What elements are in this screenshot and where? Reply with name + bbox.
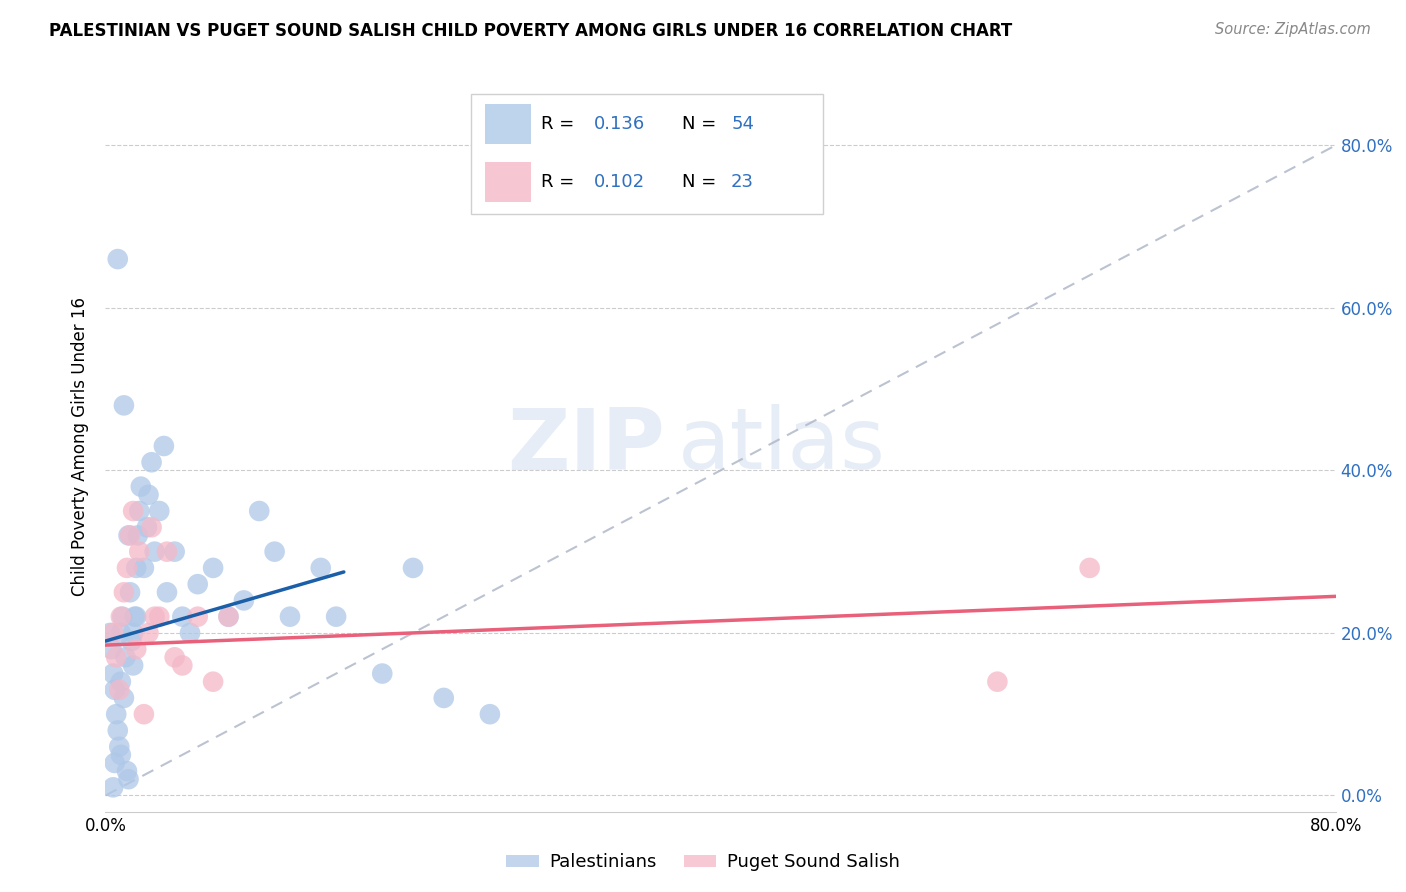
Text: N =: N = [682, 172, 721, 191]
Point [433, 690, 456, 705]
Point [129, 480, 152, 494]
Point [136, 520, 159, 534]
Point [163, 650, 186, 665]
Point [125, 561, 148, 575]
Point [218, 609, 240, 624]
Point [117, 528, 139, 542]
Point [402, 561, 425, 575]
Point [309, 561, 332, 575]
Text: 23: 23 [731, 172, 754, 191]
Point [110, 674, 132, 689]
Point [156, 544, 179, 558]
Text: R =: R = [541, 172, 581, 191]
Point [110, 747, 132, 762]
Point [124, 609, 146, 624]
Point [111, 609, 134, 624]
Point [115, 764, 138, 778]
Point [153, 439, 176, 453]
Point [112, 398, 135, 412]
Point [121, 634, 143, 648]
Point [108, 739, 131, 754]
Point [98, 626, 121, 640]
Point [371, 666, 394, 681]
Point [105, 650, 128, 665]
Point [108, 682, 131, 697]
Point [1078, 561, 1101, 575]
Point [172, 658, 194, 673]
Point [120, 585, 141, 599]
Point [172, 609, 194, 624]
Bar [485, 162, 531, 202]
Point [278, 609, 301, 624]
Point [107, 723, 129, 738]
Point [120, 528, 141, 542]
Text: ZIP: ZIP [508, 404, 665, 488]
Point [986, 674, 1008, 689]
Text: atlas: atlas [678, 404, 886, 488]
Text: R =: R = [541, 115, 581, 134]
Point [148, 609, 170, 624]
Point [163, 544, 186, 558]
Text: PALESTINIAN VS PUGET SOUND SALISH CHILD POVERTY AMONG GIRLS UNDER 16 CORRELATION: PALESTINIAN VS PUGET SOUND SALISH CHILD … [49, 22, 1012, 40]
Point [232, 593, 254, 607]
Point [127, 528, 149, 542]
Legend: Palestinians, Puget Sound Salish: Palestinians, Puget Sound Salish [499, 847, 907, 879]
Point [138, 626, 160, 640]
Point [187, 609, 209, 624]
Point [128, 544, 150, 558]
Point [110, 626, 132, 640]
Point [100, 642, 122, 657]
Point [117, 772, 139, 787]
Point [132, 707, 155, 722]
Y-axis label: Child Poverty Among Girls Under 16: Child Poverty Among Girls Under 16 [72, 296, 90, 596]
Point [104, 682, 127, 697]
Point [115, 561, 138, 575]
Point [202, 674, 225, 689]
Text: 0.136: 0.136 [595, 115, 645, 134]
Text: 0.102: 0.102 [595, 172, 645, 191]
Point [114, 650, 136, 665]
Point [101, 666, 124, 681]
Text: Source: ZipAtlas.com: Source: ZipAtlas.com [1215, 22, 1371, 37]
Point [263, 544, 285, 558]
Point [110, 609, 132, 624]
Point [138, 488, 160, 502]
Point [107, 252, 129, 266]
Bar [485, 104, 531, 145]
Point [141, 520, 163, 534]
Point [122, 626, 145, 640]
Point [104, 756, 127, 770]
Point [105, 707, 128, 722]
Point [141, 455, 163, 469]
Point [122, 658, 145, 673]
Point [148, 504, 170, 518]
Point [112, 585, 135, 599]
Point [125, 609, 148, 624]
Point [478, 707, 501, 722]
Point [122, 504, 145, 518]
Point [143, 609, 166, 624]
Point [187, 577, 209, 591]
Point [112, 690, 135, 705]
Point [143, 544, 166, 558]
Point [132, 561, 155, 575]
Point [128, 504, 150, 518]
Point [101, 626, 124, 640]
Point [247, 504, 270, 518]
Text: 54: 54 [731, 115, 754, 134]
Point [218, 609, 240, 624]
Text: N =: N = [682, 115, 721, 134]
Point [101, 780, 124, 795]
Point [325, 609, 347, 624]
Point [125, 642, 148, 657]
Point [179, 626, 201, 640]
Point [156, 585, 179, 599]
Point [202, 561, 225, 575]
